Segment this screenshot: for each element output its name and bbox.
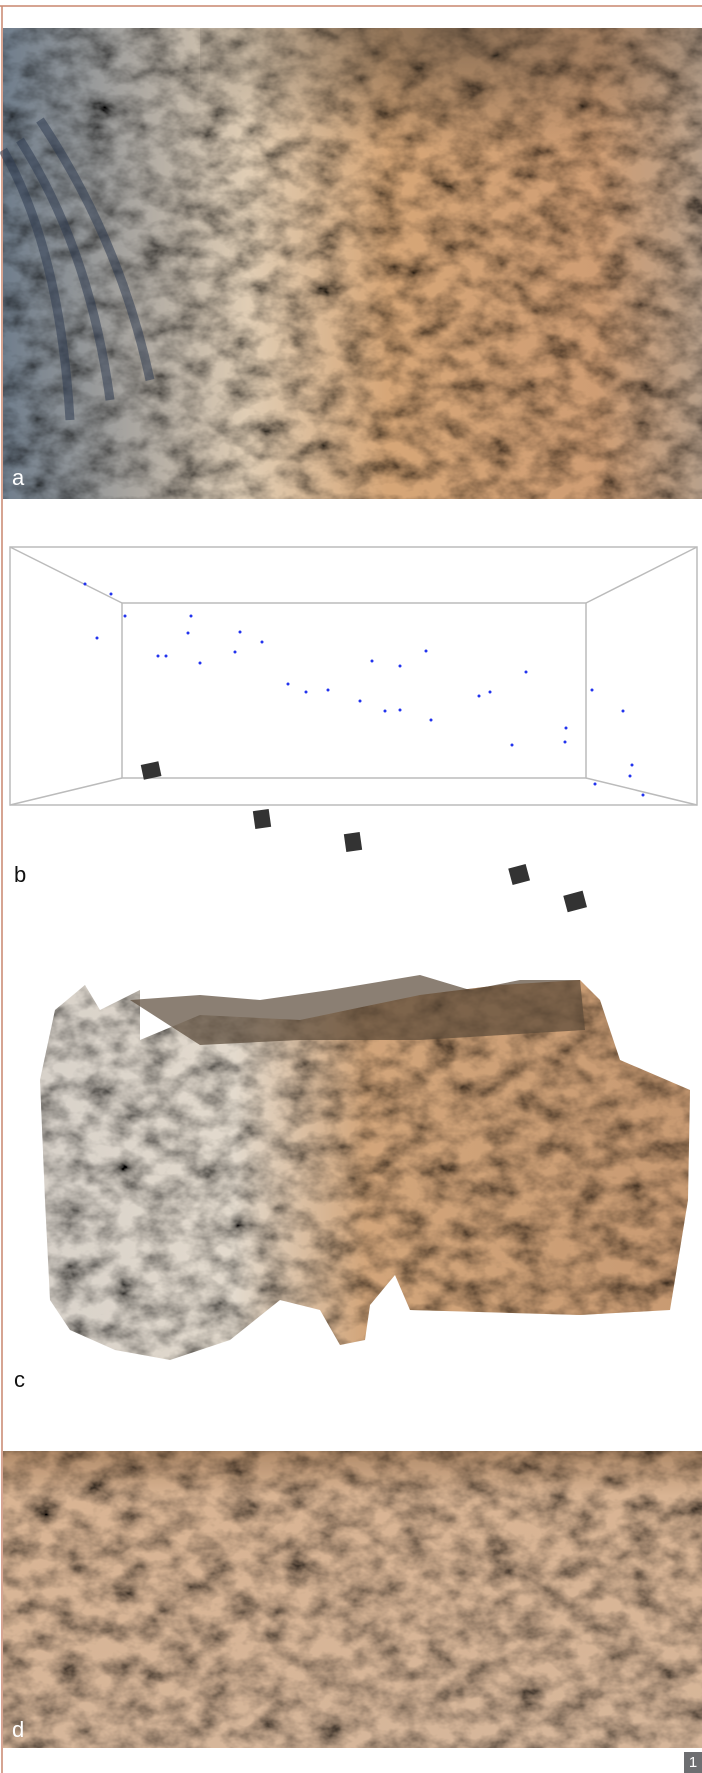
photo-a [3, 28, 702, 499]
sparse-cloud-diagram [10, 547, 697, 805]
page: a b c d 1 (() => { const data = JSON.par… [0, 0, 702, 1773]
panel-label: a [12, 465, 24, 491]
camera-icons [141, 761, 587, 912]
panel-label: b [14, 862, 26, 888]
photo-d [3, 1451, 702, 1748]
panel-label: d [12, 1717, 24, 1743]
dense-cloud [40, 975, 690, 1360]
figure-number: 1 [684, 1752, 702, 1773]
sparse-points [84, 583, 645, 797]
figure [0, 0, 702, 1773]
panel-label: c [14, 1367, 25, 1393]
